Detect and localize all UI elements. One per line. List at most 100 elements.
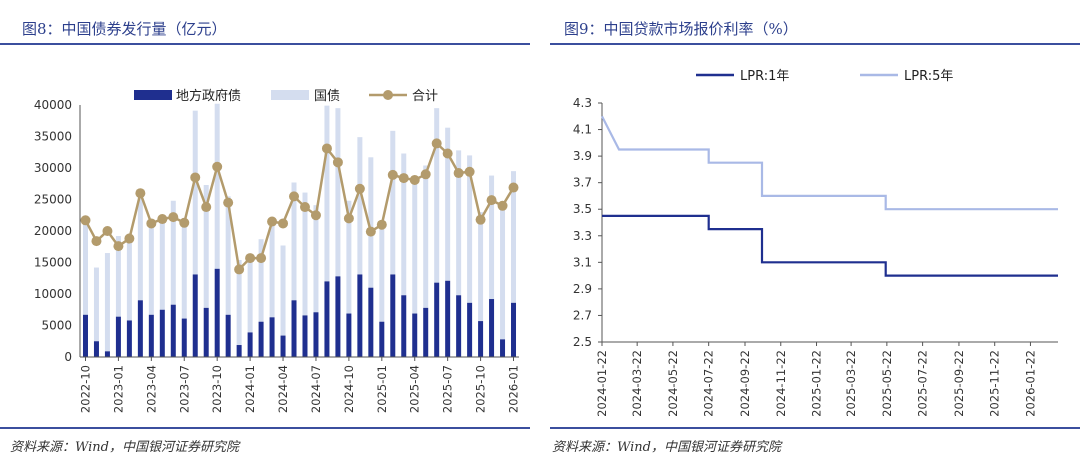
legend-marker-total: [383, 90, 393, 100]
total-point: [80, 215, 91, 226]
x-tick-label: 2024-07: [309, 365, 323, 413]
y-tick-label: 5000: [41, 319, 72, 333]
total-point: [508, 182, 519, 193]
bond-chart-source: 资料来源：Wind，中国银河证券研究院: [10, 440, 239, 455]
x-tick-label: 2025-10: [474, 365, 488, 413]
total-point: [201, 202, 212, 213]
total-point: [299, 202, 310, 213]
legend-label-lpr-5y: LPR:5年: [904, 69, 953, 84]
bar-local-government-bond: [500, 339, 506, 357]
bar-local-government-bond: [467, 302, 473, 357]
bar-local-government-bond: [82, 314, 88, 357]
bar-national-debt: [236, 259, 242, 346]
bond-chart-title: 图8：中国债券发行量（亿元）: [22, 20, 227, 38]
y-tick-label: 15000: [34, 256, 72, 270]
bar-local-government-bond: [280, 335, 286, 357]
x-tick-label: 2024-03-22: [630, 350, 644, 417]
total-point: [453, 168, 464, 179]
bar-local-government-bond: [104, 351, 110, 357]
legend-label-total: 合计: [412, 89, 438, 104]
bar-national-debt: [93, 267, 99, 342]
bar-local-government-bond: [401, 295, 407, 357]
bar-national-debt: [379, 223, 385, 322]
total-point: [212, 161, 223, 172]
bar-national-debt: [104, 253, 110, 352]
lpr-chart: 4.3 4.1 3.9 3.7 3.5 3.3 3.1 2.9 2.7 2.52024-01-22…: [573, 69, 1058, 417]
bar-local-government-bond: [434, 282, 440, 357]
total-point: [179, 217, 190, 228]
bar-national-debt: [390, 130, 396, 275]
x-tick-label: 2024-09-22: [738, 350, 752, 417]
bar-national-debt: [115, 236, 121, 317]
y-tick-label: 3.5: [573, 202, 592, 216]
total-point: [91, 236, 102, 247]
bar-local-government-bond: [379, 321, 385, 357]
bar-national-debt: [357, 137, 363, 275]
y-tick-label: 20000: [34, 224, 72, 238]
bar-local-government-bond: [291, 300, 297, 357]
bar-local-government-bond: [335, 276, 341, 357]
total-point: [190, 172, 201, 183]
bar-national-debt: [313, 205, 319, 313]
bar-national-debt: [247, 260, 253, 333]
x-tick-label: 2025-05-22: [880, 350, 894, 417]
x-tick-label: 2023-07: [177, 365, 191, 413]
total-point: [420, 169, 431, 180]
bar-national-debt: [434, 108, 440, 283]
bar-local-government-bond: [247, 332, 253, 357]
x-tick-label: 2023-04: [144, 365, 158, 413]
bar-national-debt: [126, 241, 132, 321]
total-point: [486, 195, 497, 206]
bar-national-debt: [511, 171, 517, 303]
bar-local-government-bond: [423, 307, 429, 357]
bar-local-government-bond: [170, 304, 176, 357]
x-tick-label: 2024-11-22: [774, 350, 788, 417]
bar-national-debt: [159, 215, 165, 310]
total-point: [310, 210, 321, 221]
y-tick-label: 2.5: [573, 335, 592, 349]
bar-local-government-bond: [214, 268, 220, 357]
bar-local-government-bond: [159, 309, 165, 357]
bar-national-debt: [456, 150, 462, 296]
source-divider: [550, 427, 1080, 429]
bar-national-debt: [368, 157, 374, 288]
total-point: [431, 138, 442, 149]
x-tick-label: 2024-04: [276, 365, 290, 413]
lpr-1y-line: [602, 214, 1058, 277]
x-tick-label: 2024-10: [342, 365, 356, 413]
bar-local-government-bond: [368, 287, 374, 357]
x-tick-label: 2025-01-22: [810, 350, 824, 417]
total-point: [289, 191, 300, 202]
bar-local-government-bond: [324, 281, 330, 357]
bar-national-debt: [335, 108, 341, 277]
x-tick-label: 2025-11-22: [988, 350, 1002, 417]
legend-label-local: 地方政府债: [176, 88, 241, 104]
total-point: [245, 253, 256, 264]
bar-national-debt: [412, 177, 418, 314]
lpr-chart-title: 图9：中国贷款市场报价利率（%）: [564, 20, 798, 38]
legend-label-lpr-1y: LPR:1年: [740, 69, 789, 84]
total-point: [146, 218, 157, 229]
legend: LPR:1年 LPR:5年: [696, 69, 953, 84]
bar-national-debt: [291, 182, 297, 301]
bar-local-government-bond: [225, 314, 231, 357]
bar-local-government-bond: [258, 321, 264, 357]
x-tick-label: 2025-04: [408, 365, 422, 413]
total-point: [135, 188, 146, 199]
x-tick-label: 2023-01: [111, 365, 125, 413]
source-divider: [0, 427, 530, 429]
total-point: [376, 219, 387, 230]
bar-local-government-bond: [346, 313, 352, 357]
bar-local-government-bond: [390, 274, 396, 357]
bar-local-government-bond: [192, 274, 198, 357]
y-tick-label: 0: [64, 350, 72, 364]
bar-national-debt: [148, 224, 154, 315]
bar-national-debt: [269, 219, 275, 318]
y-tick-label: 4.3: [573, 96, 592, 110]
lpr-panel: 图9：中国贷款市场报价利率（%） 4.3 4.1 3.9 3.7 3.5 3.3 3.1 2.…: [550, 0, 1080, 463]
legend-swatch-local: [134, 90, 172, 100]
lpr-chart-source: 资料来源：Wind，中国银河证券研究院: [552, 440, 781, 455]
bar-national-debt: [478, 212, 484, 322]
bar-local-government-bond: [357, 274, 363, 357]
total-point: [387, 169, 398, 180]
